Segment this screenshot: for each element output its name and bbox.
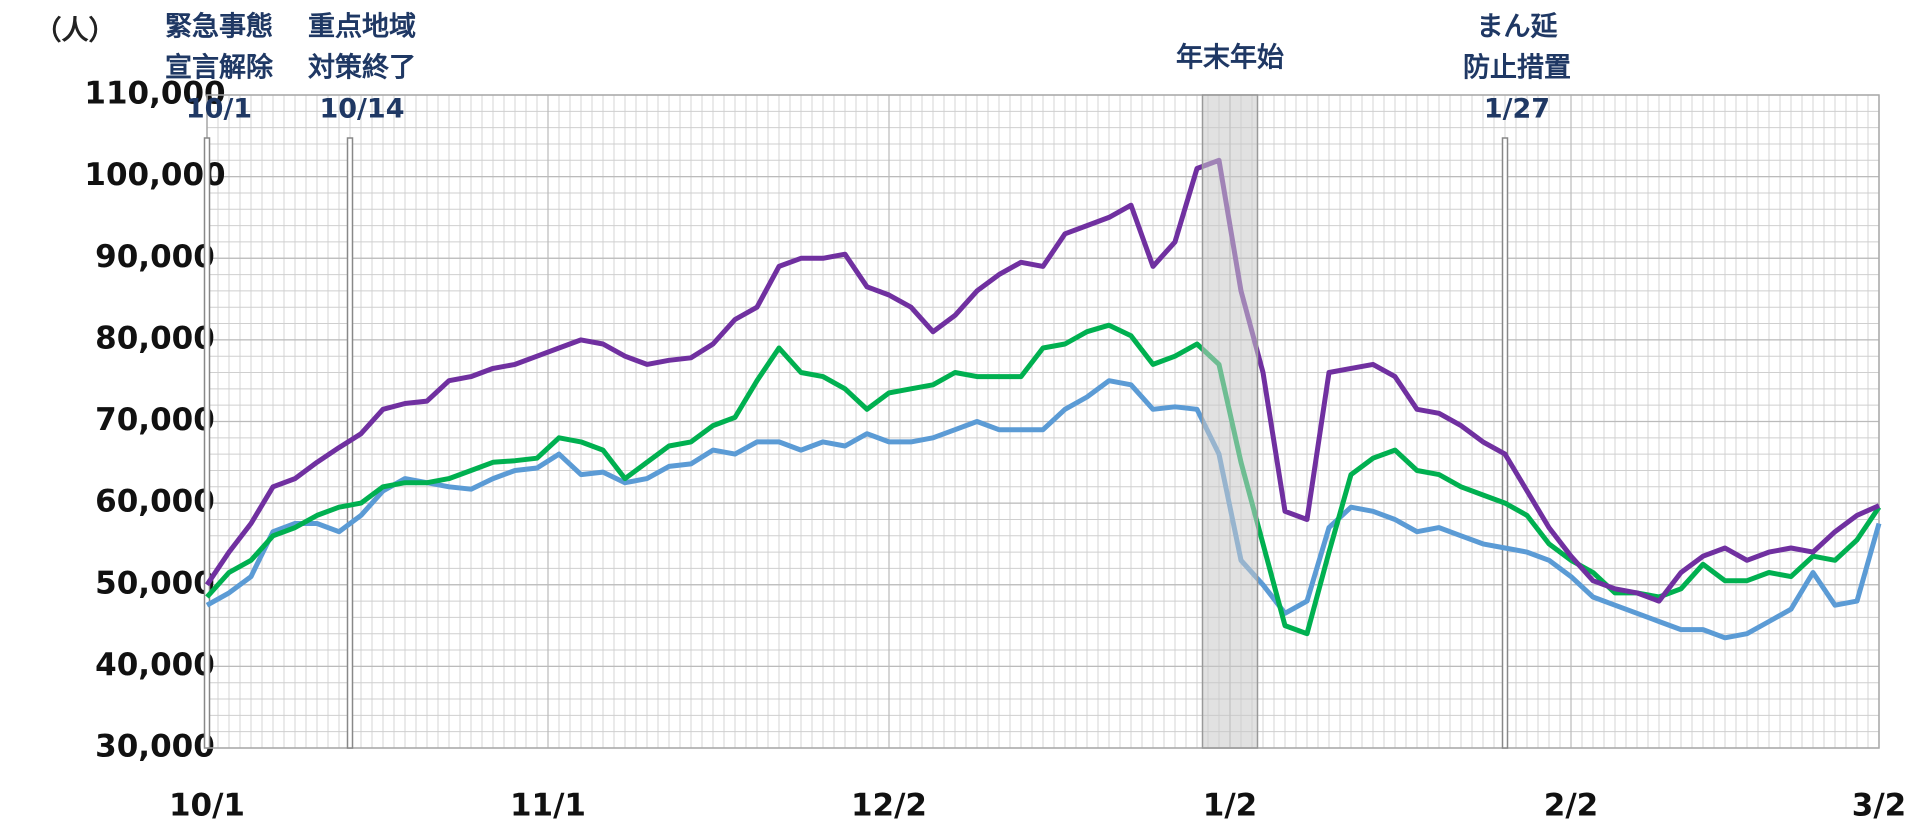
y-tick-label: 80,000 (95, 320, 215, 356)
x-tick-label: 12/2 (851, 788, 927, 824)
y-tick-label: 40,000 (95, 647, 215, 683)
y-axis-label: （人） (35, 16, 116, 47)
annotation: 10/1 (186, 94, 252, 125)
annotation: 対策終了 (308, 52, 416, 84)
x-tick-label: 3/2 (1852, 788, 1906, 824)
event-line (203, 137, 211, 749)
shade-label: 年末年始 (1176, 42, 1284, 74)
y-tick-label: 60,000 (95, 484, 215, 520)
y-tick-label: 30,000 (95, 729, 215, 765)
annotation: 10/14 (319, 94, 404, 125)
x-tick-label: 10/1 (169, 788, 245, 824)
y-tick-label: 100,000 (84, 157, 225, 193)
series-line (204, 157, 1881, 604)
annotation: 防止措置 (1463, 53, 1571, 84)
x-tick-label: 2/2 (1544, 788, 1598, 824)
annotation: 1/27 (1484, 94, 1550, 125)
x-tick-label: 1/2 (1203, 788, 1257, 824)
annotation: 宣言解除 (165, 52, 274, 84)
annotation: 緊急事態 (165, 11, 273, 43)
annotation: 重点地域 (308, 12, 416, 43)
shade-band (1201, 94, 1259, 749)
x-tick-label: 11/1 (510, 788, 586, 824)
y-tick-label: 110,000 (84, 76, 225, 112)
y-tick-label: 70,000 (95, 402, 215, 438)
annotation: まん延 (1477, 12, 1559, 43)
y-tick-label: 50,000 (95, 565, 215, 601)
y-tick-label: 90,000 (95, 239, 215, 275)
series-line (205, 322, 1882, 637)
event-line (1501, 137, 1509, 749)
series-line (205, 378, 1882, 641)
